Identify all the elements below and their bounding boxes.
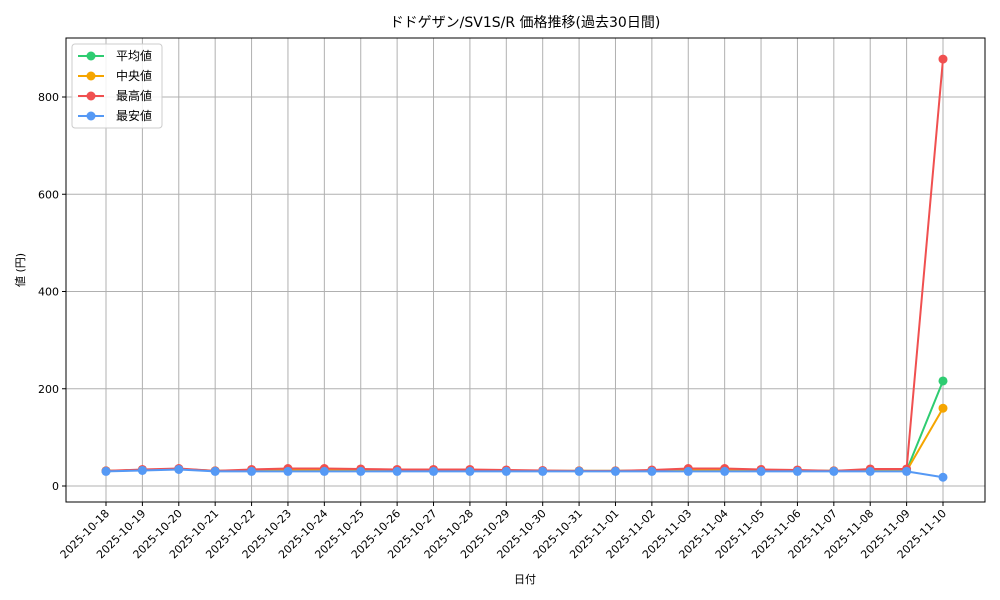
data-point xyxy=(174,464,184,474)
data-point xyxy=(283,466,293,476)
data-point xyxy=(792,466,802,476)
legend-label: 平均値 xyxy=(116,48,152,63)
data-point xyxy=(647,466,657,476)
data-point xyxy=(720,466,730,476)
legend-marker-icon xyxy=(86,51,96,61)
data-point xyxy=(829,466,839,476)
data-point xyxy=(938,403,948,413)
data-point xyxy=(319,466,329,476)
series-最高値 xyxy=(101,54,948,476)
legend-marker-icon xyxy=(86,91,96,101)
data-point xyxy=(392,466,402,476)
data-point xyxy=(574,466,584,476)
y-tick-label: 200 xyxy=(38,383,59,396)
data-point xyxy=(247,466,257,476)
y-tick-label: 0 xyxy=(52,480,59,493)
data-point xyxy=(938,54,948,64)
data-point xyxy=(938,376,948,386)
x-axis-label: 日付 xyxy=(514,573,536,586)
series-平均値 xyxy=(101,376,948,476)
y-axis: 0 200 400 600 800 xyxy=(38,91,66,493)
data-point xyxy=(938,472,948,482)
data-point xyxy=(137,465,147,475)
series-最安値 xyxy=(101,464,948,482)
data-point xyxy=(610,466,620,476)
y-axis-label: 値 (円) xyxy=(14,253,27,287)
data-point xyxy=(101,466,111,476)
chart-title: ドドゲザン/SV1S/R 価格推移(過去30日間) xyxy=(390,15,661,31)
plot-frame xyxy=(65,37,986,503)
data-point xyxy=(356,466,366,476)
legend-label: 最高値 xyxy=(116,88,152,103)
data-point xyxy=(683,466,693,476)
data-point xyxy=(501,466,511,476)
series-中央値 xyxy=(101,403,948,476)
data-point xyxy=(902,466,912,476)
data-point xyxy=(429,466,439,476)
data-point xyxy=(756,466,766,476)
grid xyxy=(66,38,985,502)
x-axis: 2025-10-182025-10-192025-10-202025-10-21… xyxy=(58,502,949,561)
data-point xyxy=(865,466,875,476)
y-tick-label: 600 xyxy=(38,188,59,201)
legend-marker-icon xyxy=(86,111,96,121)
legend-marker-icon xyxy=(86,71,96,81)
data-point xyxy=(210,466,220,476)
y-tick-label: 800 xyxy=(38,91,59,104)
y-tick-label: 400 xyxy=(38,286,59,299)
data-point xyxy=(465,466,475,476)
legend-label: 最安値 xyxy=(116,108,152,123)
legend-label: 中央値 xyxy=(116,68,152,83)
data-point xyxy=(538,466,548,476)
series-lines xyxy=(101,54,948,482)
